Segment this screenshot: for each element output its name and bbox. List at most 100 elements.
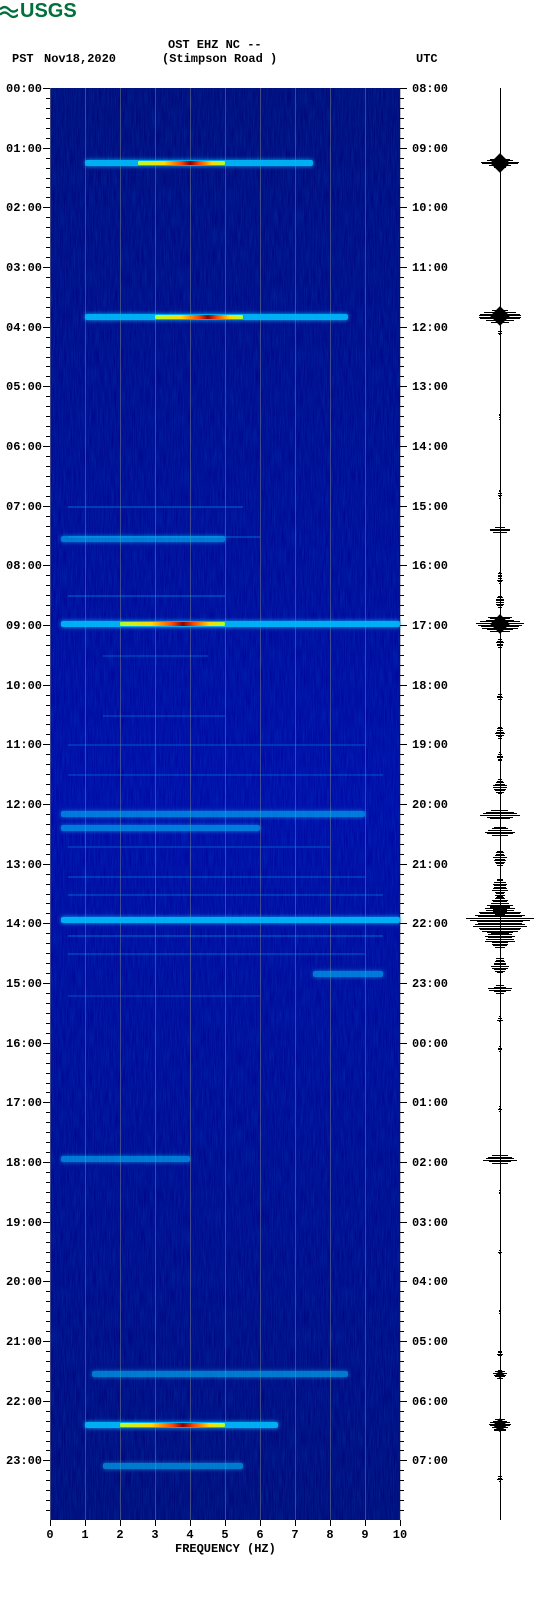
right-tick: [400, 1450, 404, 1451]
right-tick: [400, 297, 404, 298]
right-tick: [400, 396, 404, 397]
right-tick: [400, 685, 407, 686]
left-tick: [43, 446, 50, 447]
seismo-spike: [499, 1253, 501, 1254]
left-tick: [46, 1301, 50, 1302]
right-tick: [400, 416, 404, 417]
left-time-label: 20:00: [6, 1275, 42, 1289]
right-time-label: 15:00: [412, 500, 448, 514]
right-time-label: 10:00: [412, 201, 448, 215]
left-tick: [46, 158, 50, 159]
right-tick: [400, 1361, 404, 1362]
noise-streak: [68, 774, 383, 776]
gridline: [225, 88, 226, 1520]
right-tick: [400, 655, 404, 656]
left-time-label: 21:00: [6, 1335, 42, 1349]
noise-streak: [68, 995, 261, 997]
right-time-label: 19:00: [412, 738, 448, 752]
left-time-label: 10:00: [6, 679, 42, 693]
left-tick: [46, 1152, 50, 1153]
left-tick: [43, 386, 50, 387]
left-tick: [46, 466, 50, 467]
left-tick: [46, 128, 50, 129]
right-tick: [400, 366, 404, 367]
left-tick: [46, 1262, 50, 1263]
right-tick: [400, 665, 404, 666]
x-tick: [400, 1520, 401, 1526]
right-tick: [400, 844, 404, 845]
right-tick: [400, 1162, 407, 1163]
spectral-event: [61, 621, 401, 627]
right-tick: [400, 158, 404, 159]
left-tick: [46, 1172, 50, 1173]
left-tick: [46, 953, 50, 954]
right-time-label: 14:00: [412, 440, 448, 454]
left-time-label: 19:00: [6, 1216, 42, 1230]
right-time-label: 11:00: [412, 261, 448, 275]
right-tick: [400, 1351, 404, 1352]
right-time-label: 17:00: [412, 619, 448, 633]
left-tick: [46, 655, 50, 656]
station-title: OST EHZ NC --: [168, 38, 262, 52]
right-tick: [400, 1132, 404, 1133]
seismo-spike: [498, 647, 502, 648]
left-tick: [43, 1341, 50, 1342]
x-tick: [155, 1520, 156, 1526]
right-tick: [400, 1291, 404, 1292]
right-time-label: 09:00: [412, 142, 448, 156]
left-tick: [46, 1053, 50, 1054]
right-tick: [400, 526, 404, 527]
seismo-spike: [490, 818, 509, 819]
left-tick: [46, 347, 50, 348]
right-tick: [400, 754, 404, 755]
right-tick: [400, 446, 407, 447]
left-time-label: 05:00: [6, 380, 42, 394]
right-tick: [400, 804, 407, 805]
right-tick: [400, 545, 404, 546]
right-tick: [400, 1092, 404, 1093]
left-tick: [43, 1222, 50, 1223]
left-time-label: 12:00: [6, 798, 42, 812]
left-tick: [46, 1361, 50, 1362]
left-tick: [46, 1033, 50, 1034]
spectral-event-core: [120, 622, 225, 626]
right-tick: [400, 814, 404, 815]
right-tick: [400, 1122, 404, 1123]
seismo-baseline: [500, 88, 501, 1520]
right-time-label: 01:00: [412, 1096, 448, 1110]
seismo-spike: [498, 699, 501, 700]
left-tick: [46, 705, 50, 706]
right-tick: [400, 138, 404, 139]
left-tick: [46, 575, 50, 576]
spectral-event: [61, 811, 366, 817]
x-tick: [330, 1520, 331, 1526]
right-tick: [400, 197, 404, 198]
left-tick: [46, 1073, 50, 1074]
right-tick: [400, 267, 407, 268]
left-time-label: 13:00: [6, 858, 42, 872]
left-time-label: 08:00: [6, 559, 42, 573]
right-tick: [400, 376, 404, 377]
right-tick: [400, 516, 404, 517]
right-tick: [400, 595, 404, 596]
right-tick: [400, 784, 404, 785]
seismo-spike: [497, 865, 502, 866]
tz-left-label: PST: [12, 52, 34, 66]
left-tick: [46, 197, 50, 198]
right-tick: [400, 744, 407, 745]
right-tick: [400, 1262, 404, 1263]
left-tick: [46, 993, 50, 994]
right-tick: [400, 555, 404, 556]
left-tick: [43, 327, 50, 328]
right-tick: [400, 1013, 404, 1014]
right-tick: [400, 1102, 407, 1103]
left-tick: [46, 357, 50, 358]
left-tick: [46, 585, 50, 586]
right-tick: [400, 874, 404, 875]
seismo-spike: [490, 631, 511, 632]
left-tick: [46, 824, 50, 825]
right-tick: [400, 675, 404, 676]
usgs-logo: USGS: [0, 0, 77, 23]
right-tick: [400, 615, 404, 616]
left-tick: [46, 227, 50, 228]
